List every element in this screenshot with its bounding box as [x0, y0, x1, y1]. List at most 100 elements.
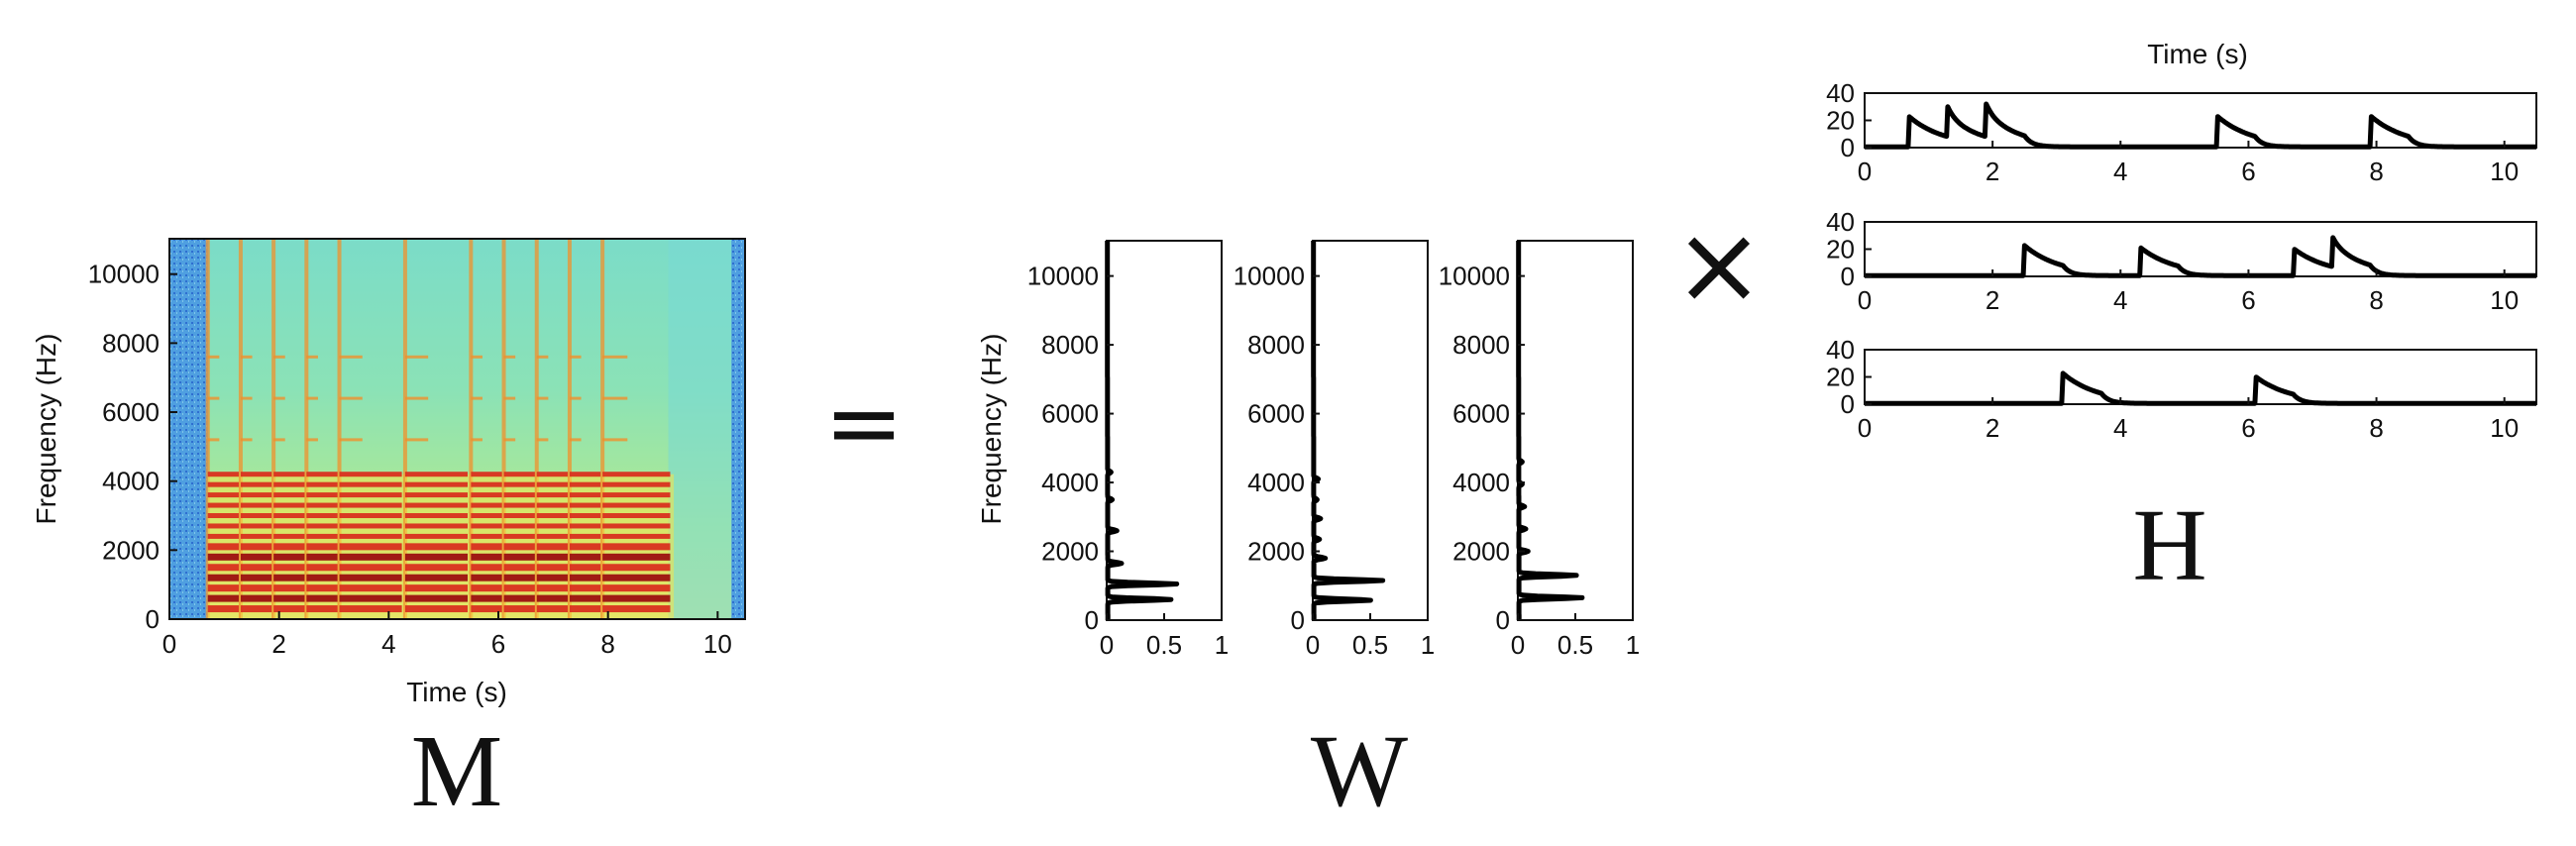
harmonic-band	[273, 523, 305, 529]
harmonic-band	[273, 605, 305, 613]
spectrogram-x-ticks: 0 2 4 6 8 10	[162, 611, 732, 659]
harmonic-band	[207, 574, 240, 582]
harmonic-band	[503, 481, 536, 487]
x-tick-label: 10	[2490, 157, 2519, 186]
harmonic-band	[207, 513, 240, 519]
y-tick-label: 2000	[102, 535, 160, 565]
harmonic-band	[339, 605, 402, 613]
harmonic-band	[602, 396, 628, 400]
x-tick-label: 1	[1626, 630, 1640, 660]
template-plots: 0 2000 4000 6000 8000 10000 0 0.5 1 0 2000 4000 6000…	[1027, 239, 1640, 660]
harmonic-band	[207, 492, 240, 498]
harmonic-band	[471, 553, 502, 561]
harmonic-band	[306, 564, 338, 572]
harmonic-band	[536, 438, 549, 442]
harmonic-band	[404, 574, 469, 582]
harmonic-band	[471, 574, 502, 582]
y-tick-label: 8000	[1041, 330, 1099, 360]
y-tick-label: 2000	[1452, 537, 1510, 567]
harmonic-band	[536, 564, 569, 572]
harmonic-band	[602, 584, 671, 592]
harmonic-band	[602, 594, 671, 602]
harmonic-band	[503, 553, 536, 561]
harmonic-band	[503, 355, 516, 359]
template-spectrum-line	[1311, 239, 1386, 622]
harmonic-band	[273, 472, 305, 477]
harmonic-band	[207, 543, 240, 551]
x-tick-label: 0.5	[1146, 630, 1182, 660]
onset-stripe	[600, 239, 605, 619]
harmonic-band	[306, 355, 318, 359]
y-tick-label: 8000	[102, 328, 160, 358]
harmonic-band	[339, 396, 363, 400]
harmonic-band	[602, 553, 671, 561]
harmonic-band	[602, 605, 671, 613]
harmonic-band	[240, 513, 272, 519]
harmonic-band	[240, 574, 272, 582]
matrix-letter-m: M	[411, 714, 502, 828]
harmonic-band	[602, 502, 671, 508]
harmonic-band	[404, 594, 469, 602]
harmonic-band	[240, 605, 272, 613]
harmonic-band	[404, 438, 429, 442]
harmonic-band	[273, 396, 285, 400]
harmonic-band	[569, 594, 601, 602]
onset-stripe	[337, 239, 342, 619]
harmonic-band	[536, 553, 569, 561]
harmonic-band	[471, 355, 483, 359]
harmonic-band	[602, 564, 671, 572]
y-tick-label: 40	[1826, 78, 1855, 108]
harmonic-band	[306, 502, 338, 508]
harmonic-band	[471, 523, 502, 529]
y-tick-label: 0	[1841, 133, 1855, 162]
silence-region-end	[731, 239, 745, 619]
harmonic-band	[471, 492, 502, 498]
activations-title: Time (s)	[2147, 39, 2248, 69]
template-spectrum-line	[1516, 239, 1585, 622]
harmonic-band	[306, 481, 338, 487]
harmonic-band	[273, 492, 305, 498]
harmonic-band	[602, 523, 671, 529]
harmonic-band	[306, 594, 338, 602]
harmonic-band	[404, 502, 469, 508]
harmonic-band	[503, 564, 536, 572]
y-tick-label: 6000	[102, 397, 160, 427]
activation-line	[1863, 370, 2538, 406]
harmonic-band	[503, 523, 536, 529]
y-tick-label: 20	[1826, 363, 1855, 392]
y-tick-label: 0	[1841, 389, 1855, 419]
harmonic-band	[339, 523, 402, 529]
harmonic-band	[569, 355, 582, 359]
harmonic-band	[339, 481, 402, 487]
harmonic-band	[536, 605, 569, 613]
harmonic-band	[404, 553, 469, 561]
harmonic-band	[273, 502, 305, 508]
harmonic-band	[306, 543, 338, 551]
x-tick-label: 0	[162, 629, 176, 659]
x-tick-label: 6	[2241, 413, 2255, 443]
harmonic-band	[207, 533, 240, 539]
onset-stripe	[271, 239, 276, 619]
harmonic-band	[536, 355, 549, 359]
harmonic-band	[240, 438, 253, 442]
harmonic-band	[404, 472, 469, 477]
harmonic-band	[471, 605, 502, 613]
x-tick-label: 8	[600, 629, 614, 659]
harmonic-band	[240, 396, 253, 400]
y-tick-label: 6000	[1452, 399, 1510, 429]
onset-stripe	[402, 239, 407, 619]
harmonic-band	[339, 355, 363, 359]
spectrogram-ylabel: Frequency (Hz)	[31, 334, 61, 525]
x-tick-label: 1	[1421, 630, 1435, 660]
harmonic-band	[503, 605, 536, 613]
spectrogram-image	[169, 239, 745, 619]
harmonic-band	[569, 481, 601, 487]
harmonic-band	[602, 574, 671, 582]
harmonic-band	[569, 513, 601, 519]
harmonic-band	[207, 553, 240, 561]
x-tick-label: 4	[381, 629, 395, 659]
x-tick-label: 8	[2369, 285, 2383, 315]
y-tick-label: 0	[146, 604, 160, 634]
